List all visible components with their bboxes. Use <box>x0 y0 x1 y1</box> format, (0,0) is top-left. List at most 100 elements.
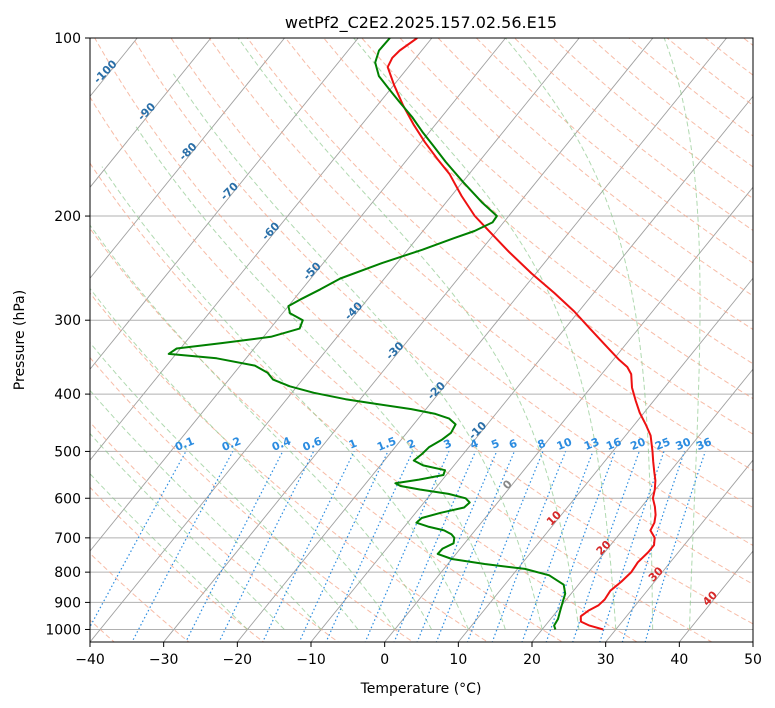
x-axis-label: Temperature (°C) <box>360 681 482 697</box>
mixing-ratio-line <box>393 451 477 642</box>
dry-adiabat <box>90 552 190 642</box>
mixing-ratio-line <box>644 451 706 642</box>
mixing-ratio-label: 6 <box>507 437 519 452</box>
background-lines <box>0 11 775 654</box>
dry-adiabat <box>170 38 753 547</box>
y-tick-label: 1000 <box>45 622 81 638</box>
mixing-ratio-line <box>545 451 616 642</box>
isotherm-line <box>90 38 433 461</box>
dry-adiabat <box>90 486 265 642</box>
moist-adiabat <box>134 124 506 630</box>
moist-adiabat <box>663 38 701 630</box>
dry-adiabat <box>208 38 753 509</box>
isotherm-label: 40 <box>700 588 720 608</box>
dry-adiabat <box>747 11 775 654</box>
y-tick-label: 900 <box>54 595 81 611</box>
isotherm-label: -30 <box>383 339 406 362</box>
dry-adiabat <box>246 38 753 472</box>
isotherm-line <box>90 38 212 188</box>
x-tick-label: −30 <box>149 652 179 668</box>
temperature-profile-line <box>386 38 657 631</box>
dry-adiabat <box>475 38 753 264</box>
x-tick-label: 20 <box>523 652 541 668</box>
y-tick-label: 100 <box>54 31 81 47</box>
y-tick-label: 600 <box>54 491 81 507</box>
isotherm-line <box>90 38 506 552</box>
moist-adiabat <box>172 73 543 630</box>
mixing-ratio-line <box>416 451 498 642</box>
profile-lines <box>167 38 657 631</box>
x-tick-label: 40 <box>670 652 688 668</box>
y-tick-label: 500 <box>54 444 81 460</box>
y-tick-label: 700 <box>54 531 81 547</box>
mixing-ratio-label: 20 <box>628 435 647 453</box>
isotherm-line <box>384 186 753 642</box>
y-tick-label: 200 <box>54 209 81 225</box>
isotherm-line <box>605 459 753 642</box>
dry-adiabat <box>132 38 753 585</box>
moist-adiabat <box>90 287 396 630</box>
x-tick-label: −10 <box>296 652 326 668</box>
isotherm-line <box>531 368 753 642</box>
isotherm-line <box>0 38 64 642</box>
dry-adiabat <box>323 38 753 400</box>
mixing-ratio-label: 2 <box>405 437 417 452</box>
isotherm-line <box>90 38 285 279</box>
pressure-grid <box>90 37 753 630</box>
x-tick-label: 0 <box>380 652 389 668</box>
mixing-ratio-label: 10 <box>555 435 574 453</box>
mixing-ratio-line <box>262 451 355 642</box>
isotherm-line <box>310 95 753 642</box>
dry-adiabat <box>90 96 713 642</box>
isotherm-line <box>457 277 753 642</box>
isotherm-line <box>90 38 580 642</box>
dry-adiabat <box>361 38 753 365</box>
mixing-ratio-line <box>90 451 187 628</box>
mixing-ratio-label: 8 <box>536 437 548 452</box>
y-axis-ticks: 100 200 300 400 500 600 700 800 900 1000 <box>45 31 90 638</box>
mixing-ratio-label: 36 <box>694 435 713 453</box>
x-axis-ticks: −40 −30 −20 −10 0 10 20 30 40 50 <box>75 642 762 668</box>
dry-adiabat <box>90 227 564 642</box>
mixing-ratio-label: 25 <box>653 435 672 453</box>
mixing-ratio-line <box>572 451 640 642</box>
moist-adiabat <box>101 166 469 630</box>
x-tick-label: 30 <box>597 652 615 668</box>
dry-adiabat <box>90 421 340 642</box>
mixing-ratio-label: 30 <box>674 435 693 453</box>
x-tick-label: −20 <box>223 652 253 668</box>
plot-frame <box>89 37 754 643</box>
isotherm-label: -40 <box>342 299 365 322</box>
x-tick-label: 50 <box>744 652 762 668</box>
dry-adiabat <box>90 162 639 642</box>
chart-title: wetPf2_C2E2.2025.157.02.56.E15 <box>285 13 557 33</box>
y-tick-label: 800 <box>54 565 81 581</box>
isotherm-label: -90 <box>135 100 158 123</box>
dry-adiabat <box>513 38 753 232</box>
isotherm-label: -70 <box>218 180 241 203</box>
dry-adiabat <box>704 38 753 76</box>
isotherm-label: 10 <box>544 508 564 528</box>
moist-adiabat <box>90 473 248 630</box>
y-tick-label: 300 <box>54 313 81 329</box>
dry-adiabat <box>742 38 753 46</box>
moist-adiabat <box>237 38 580 630</box>
y-axis-label: Pressure (hPa) <box>12 290 28 390</box>
mixing-ratio-label: 1 <box>347 437 359 452</box>
x-tick-label: 10 <box>449 652 467 668</box>
mixing-ratio-label: 13 <box>582 435 601 453</box>
mixing-ratio-line <box>185 451 284 642</box>
isotherm-label: -50 <box>301 259 324 282</box>
isotherm-label: -60 <box>259 219 282 242</box>
mixing-ratio-label: 3 <box>442 437 454 452</box>
mixing-ratio-label: 16 <box>604 435 623 453</box>
isotherm-line <box>163 38 654 642</box>
isotherm-label: 0 <box>500 477 515 492</box>
moist-adiabat <box>90 341 359 630</box>
isotherm-line <box>752 641 753 642</box>
isotherm-label: -80 <box>176 140 199 163</box>
dry-adiabat <box>628 38 753 137</box>
y-tick-label: 400 <box>54 387 81 403</box>
